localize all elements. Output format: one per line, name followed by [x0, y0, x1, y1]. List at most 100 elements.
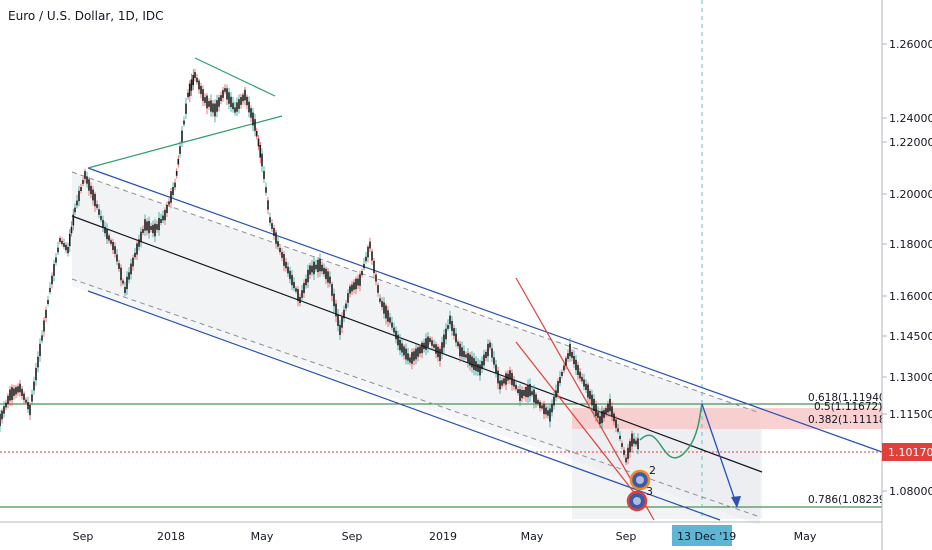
candle-body	[567, 353, 569, 359]
candle-body	[291, 274, 293, 286]
candle-body	[617, 428, 619, 432]
candle-body	[547, 410, 549, 416]
candle-body	[525, 387, 527, 397]
candle-body	[341, 316, 343, 328]
candle-body	[15, 387, 17, 395]
candle-body	[367, 246, 369, 258]
candle-body	[529, 384, 531, 397]
channel-upper-line	[87, 167, 883, 453]
candle-body	[423, 342, 425, 350]
candle-body	[513, 379, 515, 387]
candle-body	[437, 346, 439, 358]
candle-body	[447, 325, 449, 329]
candle-body	[597, 412, 599, 418]
candle-body	[5, 402, 7, 408]
price-tick-label: 1.22000	[889, 136, 932, 149]
candle-body	[172, 187, 174, 195]
candle-body	[198, 80, 200, 90]
candle-body	[185, 103, 187, 114]
candle-body	[563, 365, 565, 371]
marker-2: 2	[629, 464, 656, 491]
candle-body	[148, 221, 150, 234]
candle-body	[443, 334, 445, 348]
candle-body	[327, 271, 329, 283]
candle-body	[585, 383, 587, 390]
candle-body	[575, 359, 577, 371]
candle-body	[17, 386, 19, 393]
candle-body	[475, 361, 477, 371]
candle-body	[431, 340, 433, 346]
candle-body	[130, 263, 132, 275]
candle-body	[132, 257, 134, 267]
candle-body	[124, 287, 126, 294]
time-tick-label: May	[251, 530, 274, 543]
candle-body	[377, 285, 379, 293]
candle-body	[183, 120, 185, 125]
candle-body	[307, 269, 309, 283]
time-tick-label: May	[794, 530, 817, 543]
candle-body	[453, 328, 455, 336]
candle-body	[196, 77, 198, 83]
red-trend-2	[515, 341, 641, 501]
candle-body	[479, 364, 481, 376]
candle-body	[208, 101, 210, 107]
trend-green-2	[191, 115, 283, 141]
price-tick-label: 1.24000	[889, 112, 932, 125]
candle-body	[279, 247, 281, 253]
candle-body	[214, 103, 216, 117]
candle-body	[419, 346, 421, 354]
candle-body	[583, 379, 585, 387]
candle-body	[305, 278, 307, 286]
price-axis-bg	[882, 0, 932, 550]
candle-body	[425, 338, 427, 350]
candle-body	[485, 352, 487, 358]
candle-body	[349, 286, 351, 294]
candle-body	[122, 280, 124, 284]
candle-body	[275, 232, 277, 244]
candle-body	[84, 171, 86, 179]
candle-body	[369, 241, 371, 249]
candle-body	[331, 284, 333, 296]
candle-body	[573, 356, 575, 365]
candle-body	[353, 282, 355, 290]
candle-body	[459, 343, 461, 357]
candle-body	[323, 267, 325, 275]
candle-body	[545, 407, 547, 415]
candle-body	[1, 410, 3, 420]
candle-body	[216, 100, 218, 112]
candle-body	[319, 258, 321, 272]
candle-body	[347, 293, 349, 303]
candle-body	[45, 309, 47, 318]
candle-body	[162, 215, 164, 221]
candle-body	[457, 341, 459, 347]
candle-body	[363, 263, 365, 269]
candle-body	[315, 264, 317, 270]
candle-body	[110, 240, 112, 244]
candle-body	[339, 324, 341, 335]
candle-body	[204, 97, 206, 103]
candle-body	[603, 410, 605, 418]
candle-body	[535, 394, 537, 404]
candle-body	[142, 229, 144, 233]
candle-body	[391, 322, 393, 328]
candle-body	[301, 290, 303, 298]
time-tick-label: 2018	[157, 530, 185, 543]
candle-body	[152, 224, 154, 234]
candle-body	[136, 243, 138, 255]
candle-body	[51, 275, 53, 285]
candle-body	[192, 74, 194, 86]
candle-body	[477, 364, 479, 372]
candle-body	[629, 441, 631, 453]
candle-body	[11, 387, 13, 401]
candle-body	[106, 228, 108, 240]
current-price-tag: 1.10170	[888, 446, 932, 459]
price-tick-label: 1.14500	[889, 330, 932, 343]
candle-body	[35, 367, 37, 381]
candle-body	[501, 380, 503, 386]
candle-body	[41, 335, 43, 341]
candle-body	[88, 179, 90, 191]
candle-body	[236, 102, 238, 112]
candle-body	[359, 274, 361, 286]
candle-body	[337, 314, 339, 326]
